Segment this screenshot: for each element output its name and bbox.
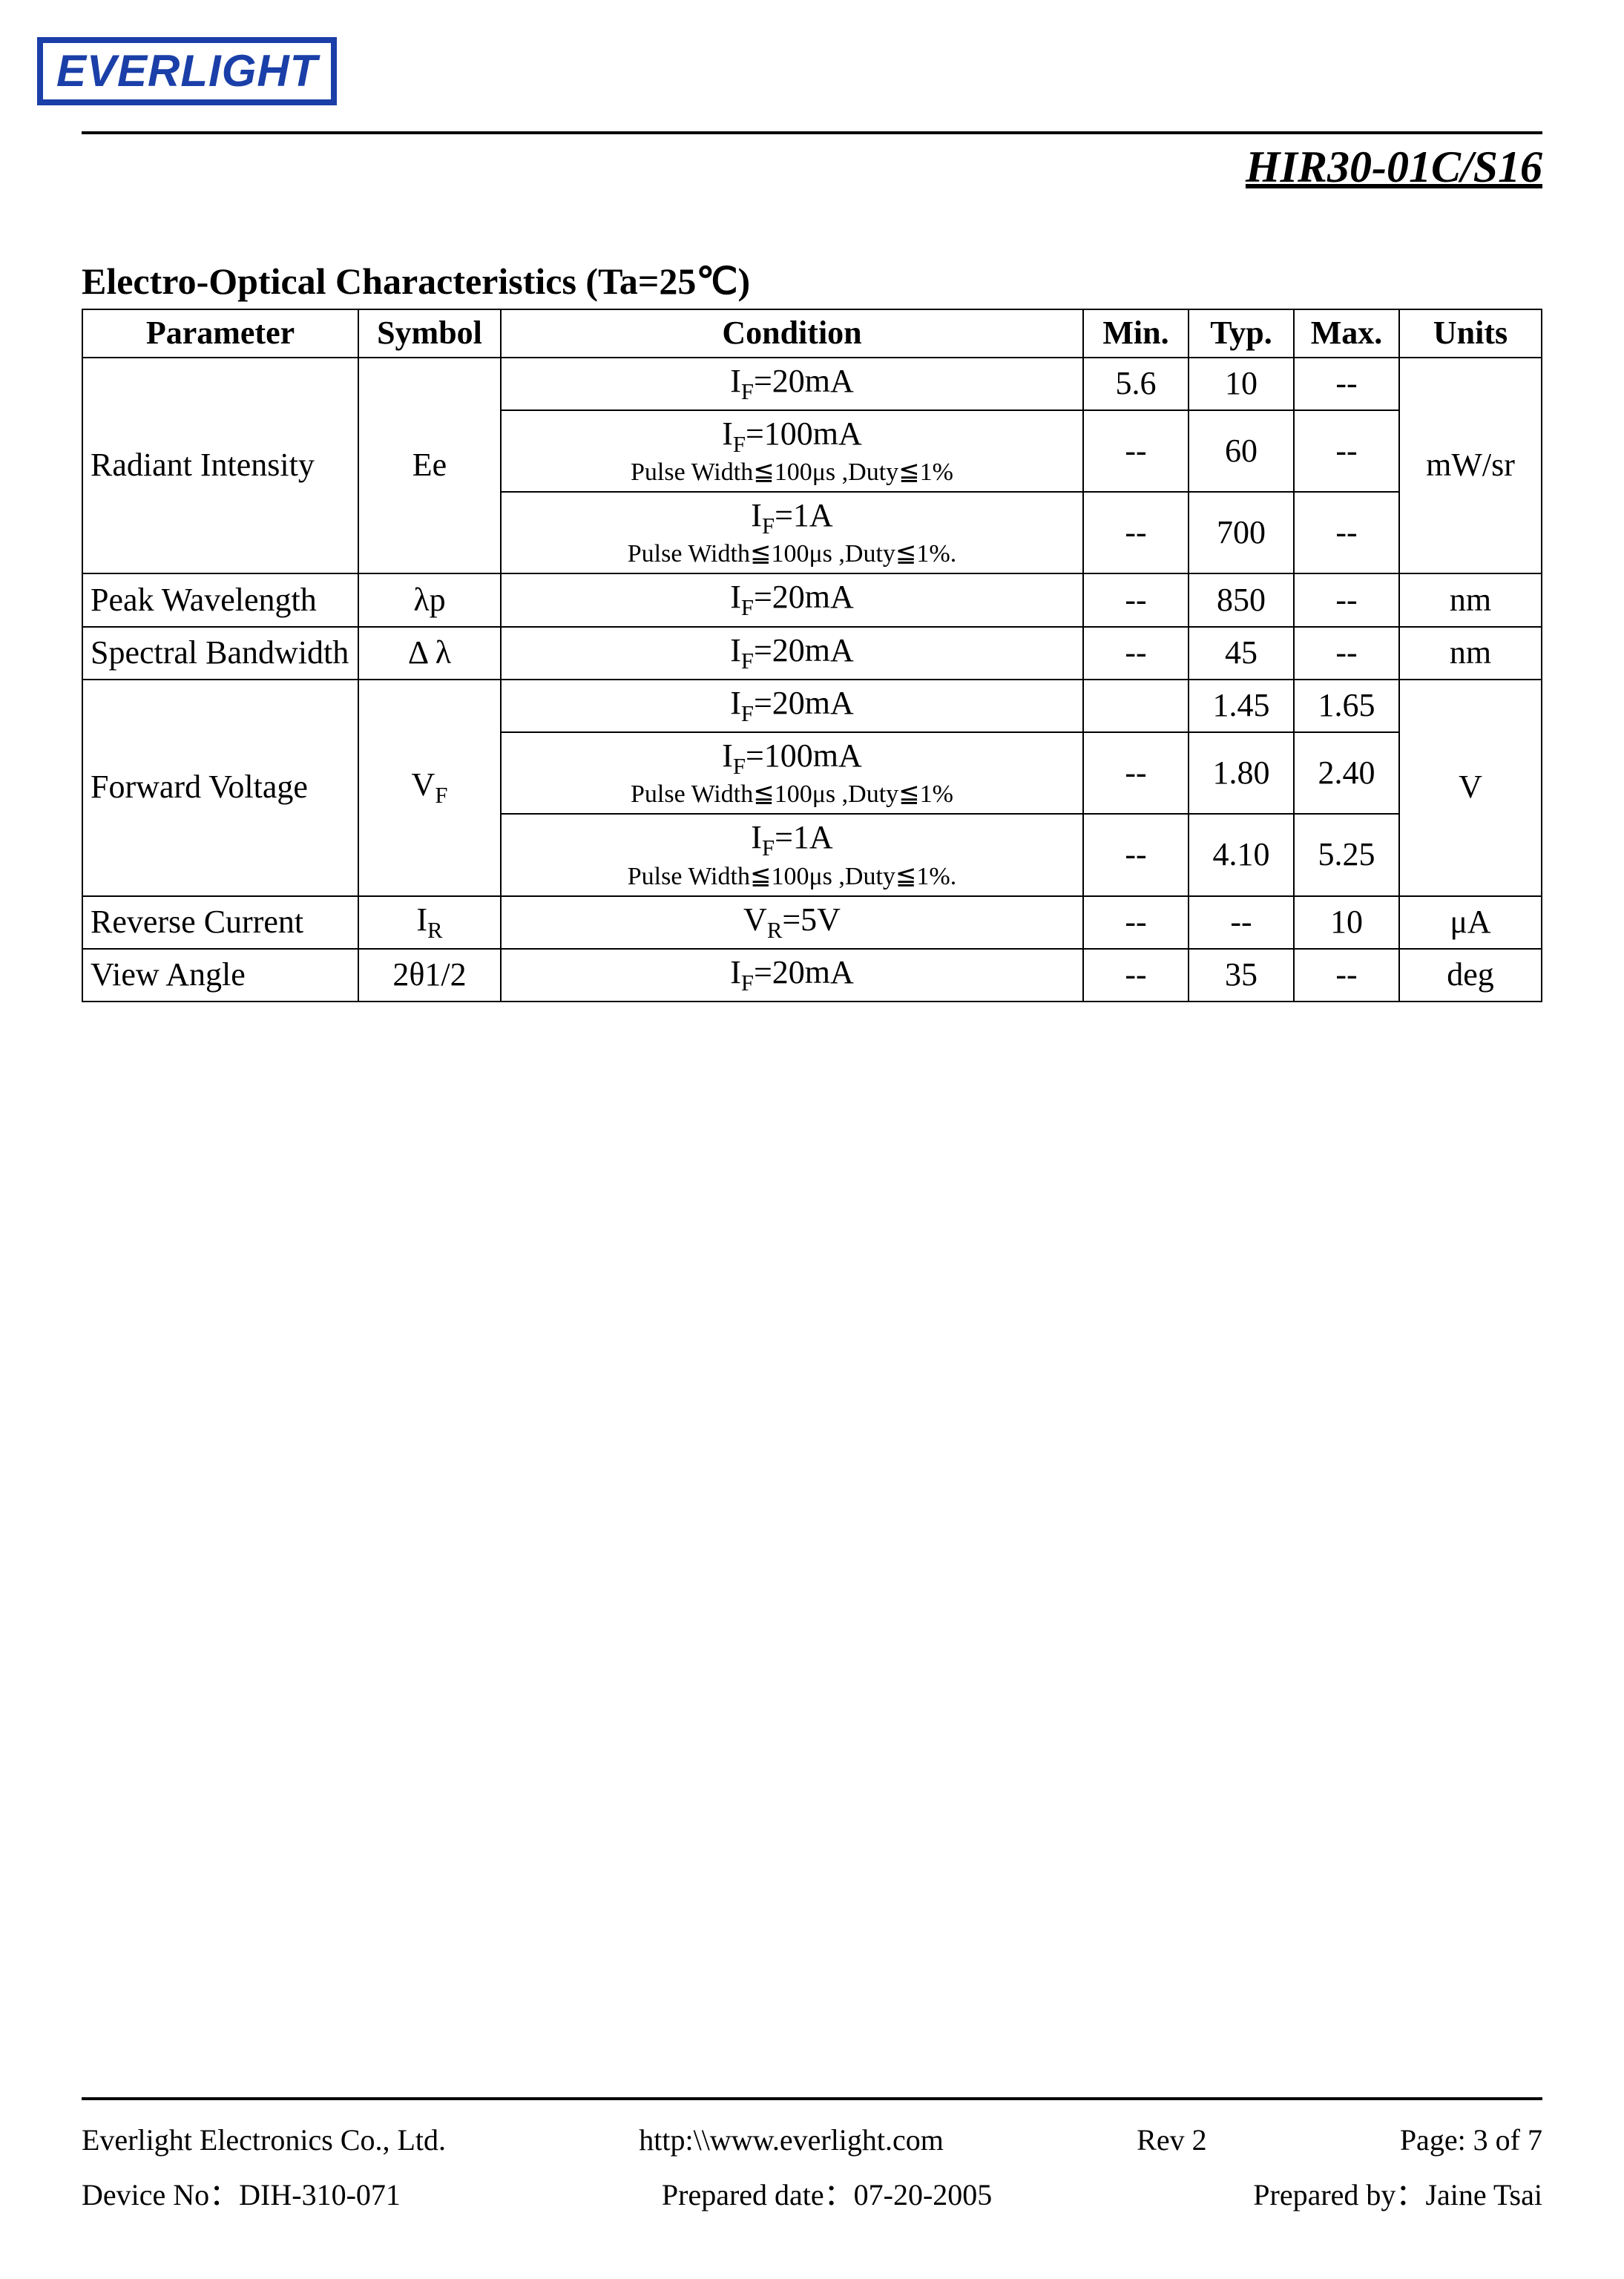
th-units: Units bbox=[1399, 309, 1542, 358]
cell-min: -- bbox=[1083, 573, 1189, 626]
table-row: Peak WavelengthλpIF=20mA--850--nm bbox=[82, 573, 1542, 626]
table-row: Radiant IntensityEeIF=20mA5.610--mW/sr bbox=[82, 358, 1542, 410]
cell-units: mW/sr bbox=[1399, 358, 1542, 574]
prepared-by-value: Jaine Tsai bbox=[1425, 2178, 1542, 2211]
cell-condition: IF=20mA bbox=[501, 573, 1083, 626]
footer-device-no: Device No：DIH-310-071 bbox=[82, 2171, 401, 2214]
cell-units: V bbox=[1399, 680, 1542, 896]
cell-typ: 850 bbox=[1189, 573, 1294, 626]
cell-condition: IF=20mA bbox=[501, 358, 1083, 410]
table-body: Radiant IntensityEeIF=20mA5.610--mW/srIF… bbox=[82, 358, 1542, 1002]
cell-symbol: VF bbox=[358, 680, 501, 896]
cell-units: nm bbox=[1399, 573, 1542, 626]
cell-typ: 1.80 bbox=[1189, 732, 1294, 814]
cell-max: 10 bbox=[1294, 896, 1399, 949]
footer-prepared-date: Prepared date：07-20-2005 bbox=[662, 2171, 992, 2214]
cell-max: -- bbox=[1294, 627, 1399, 680]
cell-typ: -- bbox=[1189, 896, 1294, 949]
cell-condition: IF=20mA bbox=[501, 949, 1083, 1002]
cell-typ: 60 bbox=[1189, 410, 1294, 492]
table-row: Reverse CurrentIRVR=5V----10μA bbox=[82, 896, 1542, 949]
cell-symbol: 2θ1/2 bbox=[358, 949, 501, 1002]
cell-parameter: View Angle bbox=[82, 949, 358, 1002]
cell-typ: 1.45 bbox=[1189, 680, 1294, 732]
th-parameter: Parameter bbox=[82, 309, 358, 358]
device-no-label: Device No： bbox=[82, 2178, 239, 2211]
characteristics-table: Parameter Symbol Condition Min. Typ. Max… bbox=[82, 309, 1542, 1002]
header-rule bbox=[82, 131, 1542, 134]
cell-units: deg bbox=[1399, 949, 1542, 1002]
cell-min: -- bbox=[1083, 410, 1189, 492]
cell-min bbox=[1083, 680, 1189, 732]
cell-max: 5.25 bbox=[1294, 814, 1399, 895]
cell-max: -- bbox=[1294, 492, 1399, 573]
footer-url: http:\\www.everlight.com bbox=[639, 2122, 944, 2157]
th-max: Max. bbox=[1294, 309, 1399, 358]
footer-row-2: Device No：DIH-310-071 Prepared date：07-2… bbox=[82, 2171, 1542, 2214]
cell-typ: 10 bbox=[1189, 358, 1294, 410]
prepared-by-label: Prepared by： bbox=[1253, 2178, 1425, 2211]
cell-parameter: Peak Wavelength bbox=[82, 573, 358, 626]
cell-condition: IF=1APulse Width≦100μs ,Duty≦1%. bbox=[501, 814, 1083, 895]
cell-condition: IF=20mA bbox=[501, 627, 1083, 680]
cell-symbol: λp bbox=[358, 573, 501, 626]
th-min: Min. bbox=[1083, 309, 1189, 358]
prepared-date-value: 07-20-2005 bbox=[854, 2178, 993, 2211]
cell-typ: 35 bbox=[1189, 949, 1294, 1002]
cell-typ: 700 bbox=[1189, 492, 1294, 573]
cell-max: 2.40 bbox=[1294, 732, 1399, 814]
table-row: Forward VoltageVFIF=20mA1.451.65V bbox=[82, 680, 1542, 732]
cell-condition: IF=20mA bbox=[501, 680, 1083, 732]
cell-symbol: Δ λ bbox=[358, 627, 501, 680]
cell-min: -- bbox=[1083, 896, 1189, 949]
footer-row-1: Everlight Electronics Co., Ltd. http:\\w… bbox=[82, 2122, 1542, 2157]
footer-prepared-by: Prepared by：Jaine Tsai bbox=[1253, 2171, 1542, 2214]
cell-condition: IF=1APulse Width≦100μs ,Duty≦1%. bbox=[501, 492, 1083, 573]
cell-parameter: Radiant Intensity bbox=[82, 358, 358, 574]
footer-page: Page: 3 of 7 bbox=[1400, 2122, 1542, 2157]
th-symbol: Symbol bbox=[358, 309, 501, 358]
everlight-logo: EVERLIGHT bbox=[37, 37, 337, 105]
part-number: HIR30-01C/S16 bbox=[82, 142, 1542, 193]
footer-company: Everlight Electronics Co., Ltd. bbox=[82, 2122, 446, 2157]
cell-typ: 4.10 bbox=[1189, 814, 1294, 895]
cell-typ: 45 bbox=[1189, 627, 1294, 680]
cell-min: -- bbox=[1083, 949, 1189, 1002]
footer-rev: Rev 2 bbox=[1137, 2122, 1206, 2157]
cell-condition: IF=100mAPulse Width≦100μs ,Duty≦1% bbox=[501, 732, 1083, 814]
cell-min: -- bbox=[1083, 814, 1189, 895]
cell-max: -- bbox=[1294, 358, 1399, 410]
section-title: Electro-Optical Characteristics (Ta=25℃) bbox=[82, 260, 1542, 303]
page-footer: Everlight Electronics Co., Ltd. http:\\w… bbox=[82, 2082, 1542, 2227]
th-condition: Condition bbox=[501, 309, 1083, 358]
cell-max: 1.65 bbox=[1294, 680, 1399, 732]
table-row: View Angle2θ1/2IF=20mA--35--deg bbox=[82, 949, 1542, 1002]
cell-parameter: Forward Voltage bbox=[82, 680, 358, 896]
page: EVERLIGHT HIR30-01C/S16 Electro-Optical … bbox=[0, 0, 1624, 2279]
cell-max: -- bbox=[1294, 573, 1399, 626]
table-header: Parameter Symbol Condition Min. Typ. Max… bbox=[82, 309, 1542, 358]
cell-min: -- bbox=[1083, 627, 1189, 680]
cell-parameter: Spectral Bandwidth bbox=[82, 627, 358, 680]
cell-condition: IF=100mAPulse Width≦100μs ,Duty≦1% bbox=[501, 410, 1083, 492]
cell-units: nm bbox=[1399, 627, 1542, 680]
cell-symbol: Ee bbox=[358, 358, 501, 574]
prepared-date-label: Prepared date： bbox=[662, 2178, 854, 2211]
cell-min: 5.6 bbox=[1083, 358, 1189, 410]
cell-condition: VR=5V bbox=[501, 896, 1083, 949]
th-typ: Typ. bbox=[1189, 309, 1294, 358]
table-row: Spectral BandwidthΔ λIF=20mA--45--nm bbox=[82, 627, 1542, 680]
footer-rule bbox=[82, 2097, 1542, 2100]
cell-min: -- bbox=[1083, 492, 1189, 573]
cell-min: -- bbox=[1083, 732, 1189, 814]
device-no-value: DIH-310-071 bbox=[239, 2178, 401, 2211]
cell-max: -- bbox=[1294, 949, 1399, 1002]
cell-units: μA bbox=[1399, 896, 1542, 949]
cell-parameter: Reverse Current bbox=[82, 896, 358, 949]
cell-symbol: IR bbox=[358, 896, 501, 949]
cell-max: -- bbox=[1294, 410, 1399, 492]
